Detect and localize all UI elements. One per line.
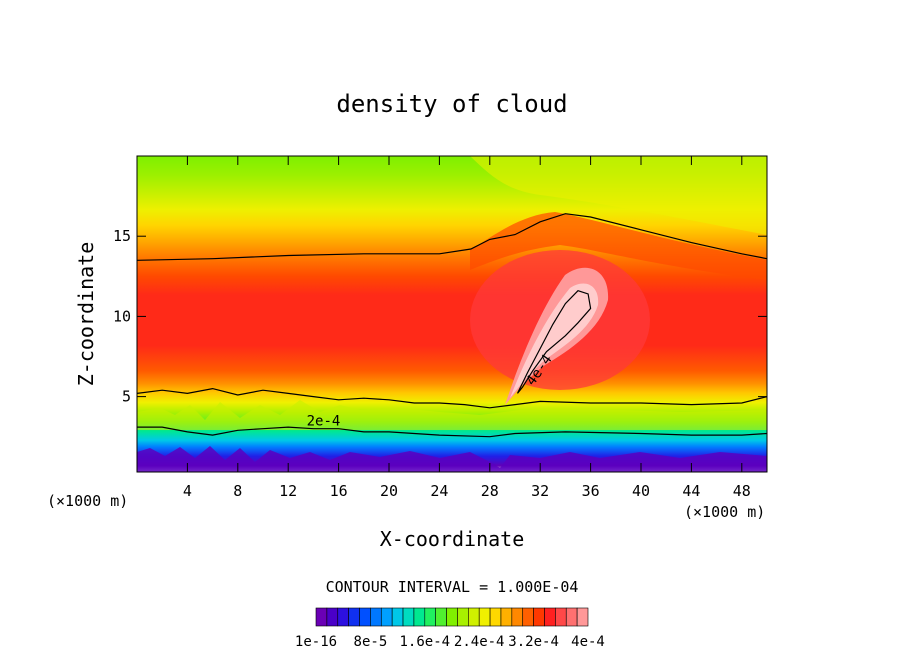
x-tick-label: 44 [682, 482, 700, 500]
red-band-bulge [470, 212, 767, 280]
plume-light [510, 283, 599, 398]
lower-noise-green [137, 400, 767, 430]
x-tick-label: 20 [380, 482, 398, 500]
colorbar-swatch [446, 607, 458, 627]
contour-line-3 [516, 290, 592, 394]
colorbar-swatch [391, 607, 404, 627]
colorbar-swatch [489, 607, 502, 627]
x-axis-label: X-coordinate [380, 527, 525, 551]
colorbar-swatch [435, 607, 447, 627]
colorbar-tick-label: 1.6e-4 [400, 634, 451, 650]
colorbar-swatch [544, 607, 556, 627]
x-tick-label: 12 [279, 482, 297, 500]
x-tick-label: 48 [733, 482, 751, 500]
colorbar-swatch [576, 607, 589, 627]
y-axis-ticks: 5 10 15 [113, 227, 767, 406]
y-tick-label: 5 [122, 388, 131, 406]
colorbar-swatch [380, 607, 393, 627]
contour-interval-text: CONTOUR INTERVAL = 1.000E-04 [326, 578, 579, 596]
colorbar-tick-label: 8e-5 [354, 634, 388, 650]
colorbar-swatch [511, 607, 524, 627]
lower-noise-purple [137, 446, 767, 472]
x-tick-label: 24 [430, 482, 448, 500]
x-tick-label: 28 [481, 482, 499, 500]
contour-lines [137, 213, 767, 438]
contour-line-2 [137, 426, 767, 438]
plot-frame [136, 155, 768, 473]
contour-line-0 [137, 213, 767, 261]
colorbar-tick-label: 3.2e-4 [508, 634, 559, 650]
y-axis-label: Z-coordinate [74, 242, 98, 387]
colorbar-swatch [315, 607, 328, 627]
contour-label-0: 2e-4 [307, 413, 341, 429]
colorbar-swatch [413, 607, 426, 627]
colorbar-swatch [565, 607, 578, 627]
colorbar-swatch [500, 607, 513, 627]
x-tick-label: 4 [183, 482, 192, 500]
colorbar-swatch [478, 607, 491, 627]
x-tick-label: 16 [330, 482, 348, 500]
colorbar-tick-labels: 1e-16 8e-5 1.6e-4 2.4e-4 3.2e-4 4e-4 [295, 634, 605, 650]
colorbar-swatch [359, 607, 371, 627]
colorbar-swatch [337, 607, 349, 627]
colorbar-swatch [555, 607, 567, 627]
y-tick-label: 10 [113, 307, 131, 325]
contour-line-1 [137, 387, 767, 409]
x-unit-right: (×1000 m) [684, 503, 765, 521]
x-unit-left: (×1000 m) [47, 492, 128, 510]
upper-band-bulge [470, 156, 767, 235]
colorbar-swatch [468, 607, 480, 627]
chart-title: density of cloud [336, 90, 567, 118]
colorbar-swatch [402, 607, 415, 627]
colorbar-swatch [522, 607, 534, 627]
x-tick-label: 36 [582, 482, 600, 500]
colorbar-swatch [348, 607, 360, 627]
colorbar-swatch [370, 607, 382, 627]
colorbar-tick-label: 4e-4 [571, 634, 605, 650]
x-tick-label: 32 [531, 482, 549, 500]
y-tick-label: 15 [113, 227, 131, 245]
colorbar-tick-label: 1e-16 [295, 634, 337, 650]
x-axis-ticks: 4 8 12 16 20 24 28 32 36 40 44 48 [183, 156, 751, 500]
colorbar [315, 607, 589, 627]
colorbar-swatch [457, 607, 469, 627]
x-tick-label: 40 [632, 482, 650, 500]
x-tick-label: 8 [233, 482, 242, 500]
colorbar-tick-label: 2.4e-4 [454, 634, 505, 650]
colorbar-swatch [533, 607, 545, 627]
field-features [137, 156, 767, 472]
colorbar-swatch [326, 607, 339, 627]
colorbar-swatch [424, 607, 436, 627]
